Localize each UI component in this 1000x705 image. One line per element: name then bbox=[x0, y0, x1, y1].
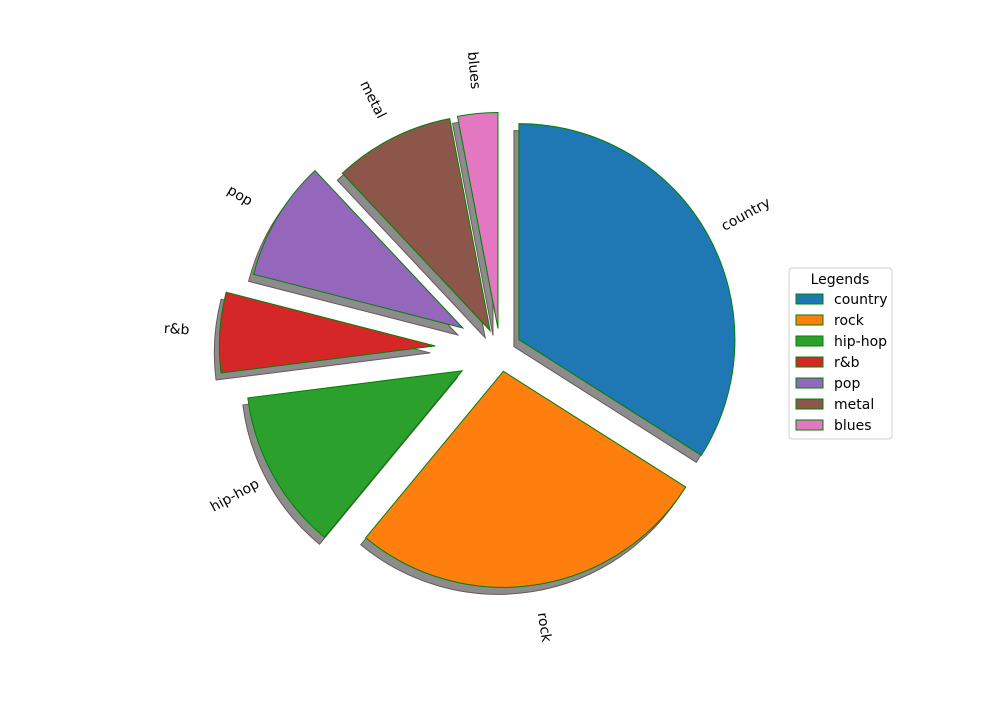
legend-swatch-hip-hop bbox=[795, 335, 824, 347]
legend-swatch-blues bbox=[795, 419, 824, 431]
legend-label-hip-hop: hip-hop bbox=[834, 334, 887, 350]
slice-label-blues: blues bbox=[464, 51, 483, 90]
slice-label-r-b: r&b bbox=[163, 321, 190, 339]
legend-swatch-pop bbox=[795, 377, 824, 389]
legend-label-r-b: r&b bbox=[834, 355, 860, 371]
legend-swatch-country bbox=[795, 293, 824, 305]
slice-rock bbox=[364, 370, 687, 588]
legend-label-metal: metal bbox=[834, 397, 874, 413]
legend-label-blues: blues bbox=[834, 418, 872, 434]
legend-label-country: country bbox=[834, 292, 888, 308]
legend-title: Legends bbox=[811, 272, 870, 288]
legend-frame bbox=[788, 267, 893, 440]
legend-label-rock: rock bbox=[834, 313, 865, 329]
slice-label-metal: metal bbox=[356, 78, 389, 121]
legend-items: country rock hip-hop r&b pop metal blues bbox=[795, 292, 888, 434]
slice-country bbox=[518, 123, 736, 457]
pie-slices bbox=[218, 111, 736, 588]
slice-blues bbox=[456, 111, 499, 329]
slice-r-b bbox=[218, 291, 436, 374]
legend-label-pop: pop bbox=[834, 376, 860, 392]
slice-metal bbox=[341, 117, 492, 333]
legend-swatch-metal bbox=[795, 398, 824, 410]
slice-label-country: country bbox=[719, 195, 774, 235]
slice-label-pop: pop bbox=[224, 182, 255, 209]
slice-label-rock: rock bbox=[534, 611, 555, 644]
legend-swatch-rock bbox=[795, 314, 824, 326]
legend: Legends country rock hip-hop r&b pop metal blu… bbox=[788, 267, 893, 440]
slice-label-hip-hop: hip-hop bbox=[208, 476, 262, 516]
slice-pop bbox=[252, 169, 465, 329]
legend-swatch-r-b bbox=[795, 356, 824, 368]
slice-hip-hop bbox=[247, 370, 464, 538]
